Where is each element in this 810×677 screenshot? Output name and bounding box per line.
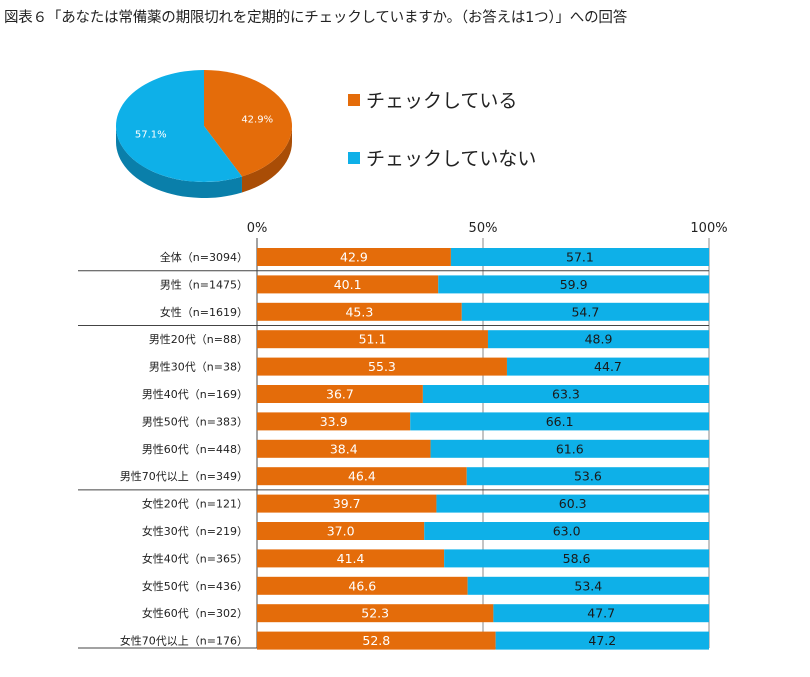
- bar-check: [257, 522, 425, 540]
- legend-swatch-no-check: [348, 151, 360, 164]
- bar-label-check: 42.9: [340, 250, 368, 265]
- bar-check: [257, 275, 439, 294]
- bar-label-no-check: 63.0: [553, 524, 581, 539]
- category-label: 男性40代（n=169）: [142, 387, 248, 401]
- category-label: 全体（n=3094）: [160, 250, 248, 264]
- bar-no-check: [436, 494, 709, 513]
- category-label: 女性70代以上（n=176）: [120, 634, 248, 648]
- category-label: 男性70代以上（n=349）: [120, 469, 248, 483]
- x-tick-label: 100%: [690, 221, 727, 236]
- bar-no-check: [410, 412, 709, 431]
- category-label: 女性60代（n=302）: [142, 606, 248, 620]
- bar-check: [257, 330, 488, 349]
- bar-label-no-check: 47.2: [588, 633, 616, 648]
- bar-no-check: [466, 467, 709, 486]
- bar-no-check: [444, 549, 709, 568]
- category-label: 男性20代（n=88）: [149, 332, 248, 346]
- bar-label-no-check: 63.3: [552, 387, 580, 402]
- pie-label-1: 57.1%: [135, 130, 167, 141]
- bar-no-check: [506, 357, 709, 376]
- bar-label-check: 52.8: [362, 633, 390, 648]
- bar-label-no-check: 66.1: [546, 414, 574, 429]
- bar-label-check: 40.1: [334, 277, 362, 292]
- pie-slice-1: [116, 70, 242, 182]
- bar-label-no-check: 48.9: [585, 332, 613, 347]
- category-label: 男性60代（n=448）: [142, 442, 248, 456]
- category-label: 男性（n=1475）: [160, 277, 248, 291]
- legend-label-no-check: チェックしていない: [366, 148, 537, 170]
- bar-label-no-check: 60.3: [559, 496, 587, 511]
- bar-check: [257, 302, 462, 321]
- bar-check: [257, 467, 467, 486]
- bar-label-no-check: 59.9: [560, 277, 588, 292]
- bar-no-check: [424, 522, 709, 540]
- bar-no-check: [422, 385, 709, 403]
- x-tick-label: 0%: [247, 221, 268, 236]
- bar-check: [257, 385, 423, 403]
- bar-label-check: 38.4: [330, 441, 358, 456]
- bar-label-check: 41.4: [337, 551, 365, 566]
- bar-label-check: 36.7: [326, 387, 354, 402]
- bar-label-check: 55.3: [368, 359, 396, 374]
- bar-label-check: 51.1: [359, 332, 387, 347]
- pie-chart: 42.9% 57.1%: [116, 70, 292, 198]
- bar-no-check: [438, 275, 709, 294]
- bar-check: [257, 412, 411, 431]
- category-label: 女性40代（n=365）: [142, 551, 248, 565]
- category-label: 女性（n=1619）: [160, 305, 248, 319]
- bar-check: [257, 549, 445, 568]
- pie-side-1: [116, 126, 242, 198]
- legend-item-check: チェックしている: [348, 86, 517, 113]
- category-label: 女性30代（n=219）: [142, 524, 248, 538]
- bar-check: [257, 439, 431, 458]
- pie-slice-0: [204, 70, 292, 177]
- category-label: 女性20代（n=121）: [142, 497, 248, 511]
- bar-label-no-check: 58.6: [563, 551, 591, 566]
- bar-check: [257, 576, 468, 595]
- bar-label-no-check: 47.7: [587, 606, 615, 621]
- bar-label-check: 39.7: [333, 496, 361, 511]
- pie-side-0: [241, 126, 292, 193]
- bar-no-check: [487, 330, 709, 349]
- bar-no-check: [467, 576, 709, 595]
- bar-label-check: 46.4: [348, 469, 376, 484]
- category-label: 女性50代（n=436）: [142, 579, 248, 593]
- bar-check: [257, 494, 437, 513]
- legend-item-no-check: チェックしていない: [348, 144, 536, 171]
- bar-label-no-check: 53.6: [574, 469, 602, 484]
- bar-no-check: [450, 248, 709, 266]
- category-label: 男性30代（n=38）: [149, 360, 248, 374]
- bar-label-check: 52.3: [361, 606, 389, 621]
- bar-label-check: 37.0: [327, 524, 355, 539]
- legend-label-check: チェックしている: [366, 90, 518, 112]
- bar-check: [257, 604, 494, 623]
- bar-no-check: [495, 631, 709, 650]
- bar-label-no-check: 61.6: [556, 441, 584, 456]
- bar-no-check: [430, 439, 709, 458]
- bar-label-check: 46.6: [348, 578, 376, 593]
- chart-title: 図表６「あなたは常備薬の期限切れを定期的にチェックしていますか。（お答えは1つ）…: [4, 10, 627, 26]
- bar-check: [257, 631, 496, 650]
- bar-label-check: 33.9: [320, 414, 348, 429]
- bar-label-no-check: 53.4: [574, 578, 602, 593]
- category-label: 男性50代（n=383）: [142, 414, 248, 428]
- bar-no-check: [493, 604, 709, 623]
- bar-label-no-check: 57.1: [566, 250, 594, 265]
- bar-check: [257, 248, 451, 266]
- bar-label-check: 45.3: [345, 304, 373, 319]
- bar-check: [257, 357, 507, 376]
- bar-label-no-check: 44.7: [594, 359, 622, 374]
- x-tick-label: 50%: [469, 221, 498, 236]
- bar-no-check: [461, 302, 709, 321]
- pie-label-0: 42.9%: [241, 114, 273, 125]
- bar-label-no-check: 54.7: [571, 304, 599, 319]
- legend-swatch-check: [348, 93, 360, 106]
